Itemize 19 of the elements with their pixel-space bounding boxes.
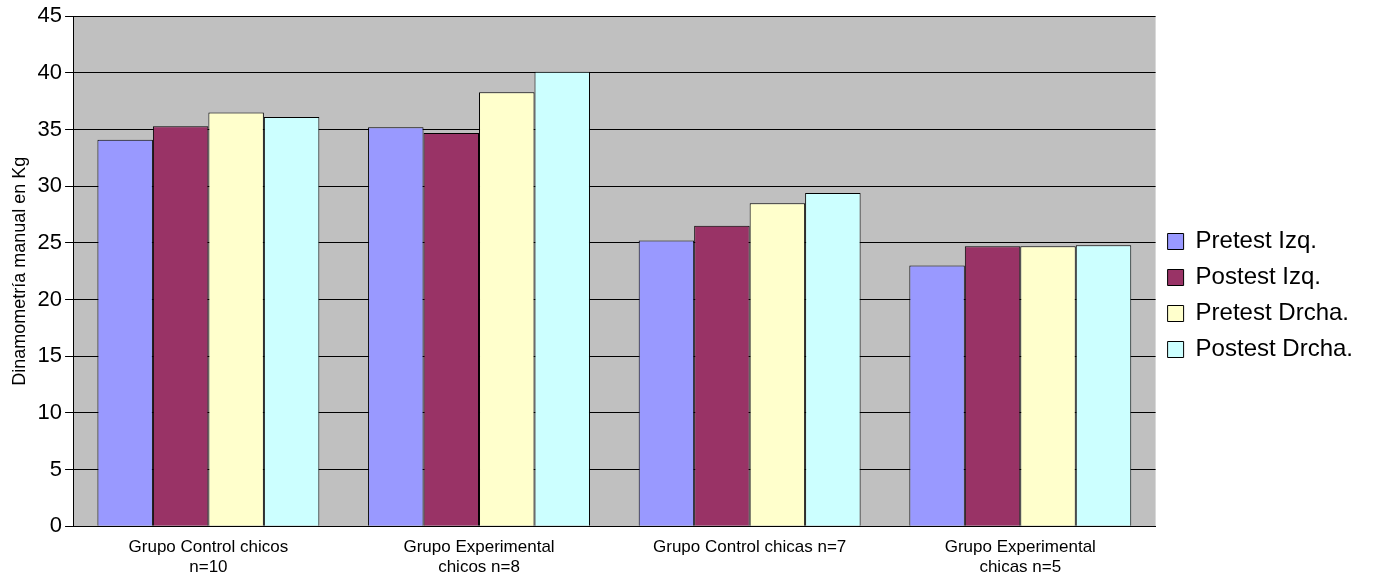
legend-label: Postest Izq. (1195, 262, 1321, 290)
x-tick-label: Grupo Experimental chicos n=8 (403, 537, 555, 577)
x-tick-label: Grupo Control chicos n=10 (128, 537, 289, 577)
x-tick-label: Grupo Experimental chicas n=5 (944, 537, 1096, 577)
x-tick-label: Grupo Control chicas n=7 (653, 537, 847, 557)
y-tick-label: 25 (37, 228, 63, 254)
y-tick-label: 40 (37, 58, 63, 84)
y-tick-label: 45 (37, 2, 63, 28)
y-tick-label: 35 (37, 115, 63, 141)
y-tick-label: 15 (37, 342, 63, 368)
legend-label: Pretest Izq. (1195, 226, 1317, 254)
y-tick-label: 30 (37, 172, 63, 198)
y-tick-label: 20 (37, 285, 63, 311)
y-tick-label: 5 (49, 455, 63, 481)
y-tick-label: 0 (49, 512, 63, 538)
y-axis-title: Dinamometría manual en Kg (8, 156, 29, 386)
legend-label: Postest Drcha. (1195, 334, 1354, 362)
legend-label: Pretest Drcha. (1195, 298, 1349, 326)
y-tick-label: 10 (37, 398, 63, 424)
